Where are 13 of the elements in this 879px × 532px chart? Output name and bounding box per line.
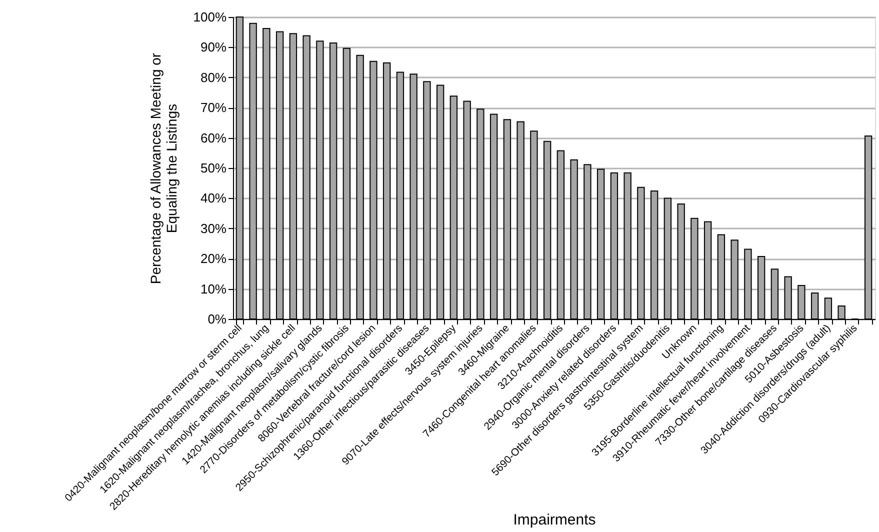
x-axis-title: Impairments bbox=[513, 511, 596, 528]
y-tick-label: 80% bbox=[200, 70, 227, 85]
y-tick-label: 90% bbox=[200, 40, 227, 55]
y-tick-label: 10% bbox=[200, 281, 227, 296]
y-tick-label: 0% bbox=[208, 312, 227, 326]
y-tick-label: 100% bbox=[193, 10, 227, 24]
y-tick-label: 30% bbox=[200, 220, 227, 236]
y-axis-title: Percentage of Allowances Meeting or Equaling the Listings bbox=[147, 52, 180, 284]
y-tick-label: 60% bbox=[200, 130, 227, 146]
y-tick-label: 20% bbox=[200, 251, 227, 266]
y-tick-label: 50% bbox=[200, 160, 227, 176]
y-tick-label: 70% bbox=[200, 100, 227, 116]
y-tick-label: 40% bbox=[200, 190, 227, 206]
